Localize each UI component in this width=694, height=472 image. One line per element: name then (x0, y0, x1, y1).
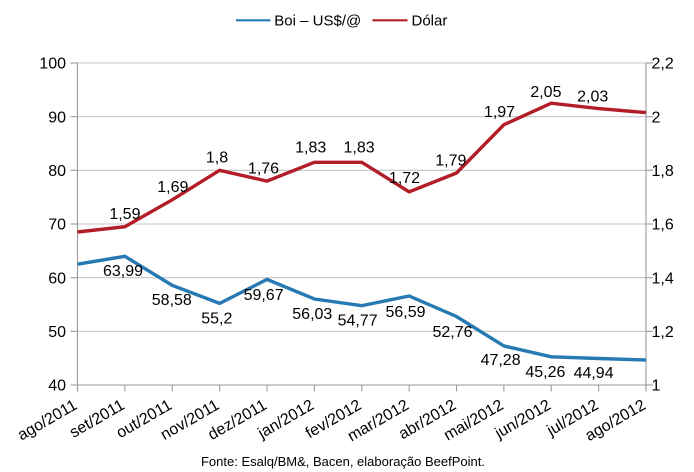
svg-text:Fonte: Esalq/BM&, Bacen, elabo: Fonte: Esalq/BM&, Bacen, elaboração Beef… (201, 454, 485, 469)
svg-text:1,6: 1,6 (652, 217, 674, 234)
svg-text:52,76: 52,76 (432, 324, 472, 341)
svg-text:1,2: 1,2 (652, 324, 674, 341)
svg-text:56,03: 56,03 (292, 306, 332, 323)
svg-text:1: 1 (652, 378, 661, 395)
svg-text:55,2: 55,2 (201, 311, 232, 328)
svg-text:1,72: 1,72 (389, 170, 420, 187)
svg-text:1,83: 1,83 (295, 139, 326, 156)
svg-text:1,4: 1,4 (652, 270, 674, 287)
svg-text:80: 80 (48, 163, 66, 180)
svg-text:1,76: 1,76 (248, 160, 279, 177)
svg-text:2: 2 (652, 109, 661, 126)
svg-text:59,67: 59,67 (244, 287, 284, 304)
svg-text:44,94: 44,94 (574, 365, 614, 382)
svg-text:58,58: 58,58 (152, 292, 192, 309)
svg-text:2,03: 2,03 (577, 89, 608, 106)
svg-text:56,59: 56,59 (385, 304, 425, 321)
svg-text:Boi – US$/@: Boi – US$/@ (274, 13, 361, 30)
svg-text:2,05: 2,05 (530, 84, 561, 101)
svg-text:63,99: 63,99 (103, 263, 143, 280)
svg-text:90: 90 (48, 109, 66, 126)
svg-text:60: 60 (48, 270, 66, 287)
svg-text:100: 100 (39, 56, 66, 73)
svg-text:1,8: 1,8 (206, 150, 228, 167)
svg-text:45,26: 45,26 (525, 364, 565, 381)
svg-text:1,59: 1,59 (109, 206, 140, 223)
svg-text:1,8: 1,8 (652, 163, 674, 180)
svg-text:70: 70 (48, 217, 66, 234)
svg-text:1,83: 1,83 (344, 140, 375, 157)
svg-text:1,97: 1,97 (484, 104, 515, 121)
svg-text:1,79: 1,79 (435, 153, 466, 170)
svg-text:1,69: 1,69 (157, 179, 188, 196)
svg-text:40: 40 (48, 378, 66, 395)
svg-text:Dólar: Dólar (412, 13, 448, 30)
svg-text:50: 50 (48, 324, 66, 341)
svg-text:2,2: 2,2 (652, 56, 674, 73)
svg-text:54,77: 54,77 (338, 313, 378, 330)
svg-text:47,28: 47,28 (481, 352, 521, 369)
